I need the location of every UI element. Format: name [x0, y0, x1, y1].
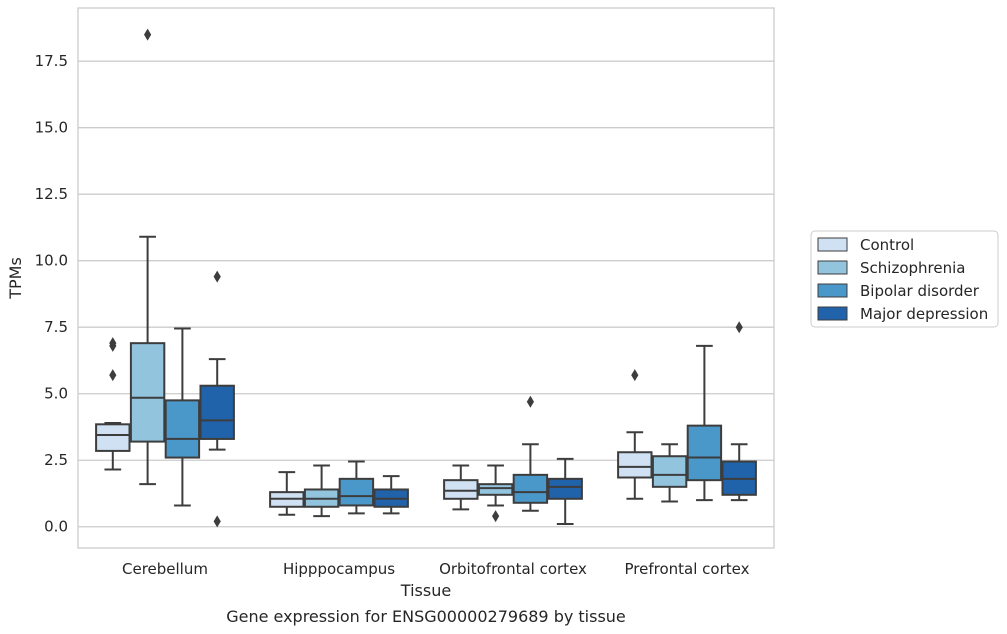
outlier-point — [213, 270, 221, 283]
box-iqr — [95, 423, 131, 452]
outlier-point — [144, 28, 152, 41]
x-tick-label: Prefrontal cortex — [625, 560, 750, 578]
outlier-point — [213, 515, 221, 528]
box-iqr — [338, 477, 375, 507]
box-schizophrenia — [303, 464, 340, 518]
y-gridlines — [78, 60, 774, 528]
legend-entry: Schizophrenia — [860, 259, 965, 277]
legend-swatch — [817, 306, 848, 321]
box-major-depression — [199, 270, 235, 528]
box-control — [95, 337, 131, 471]
box-iqr — [686, 424, 723, 482]
outlier-point — [631, 369, 639, 382]
y-tick-label: 5.0 — [44, 385, 68, 403]
y-tick-labels: 0.0 2.5 5.0 7.5 10.0 12.5 15.0 17.5 — [35, 52, 68, 536]
outlier-point — [109, 337, 117, 350]
x-tick-label: Hipppocampus — [283, 560, 395, 578]
box-control — [617, 369, 653, 500]
y-tick-label: 10.0 — [35, 252, 68, 270]
y-tick-label: 7.5 — [44, 318, 68, 336]
legend: Control Schizophrenia Bipolar disorder Majo… — [810, 230, 999, 328]
legend-entry: Bipolar disorder — [860, 282, 980, 300]
box-iqr — [617, 451, 653, 479]
legend-swatch — [817, 237, 848, 252]
box-iqr — [651, 455, 688, 488]
box-iqr — [477, 483, 514, 496]
box-schizophrenia — [477, 464, 514, 523]
x-tick-label: Cerebellum — [122, 560, 208, 578]
box-series — [95, 28, 757, 528]
box-bipolar-disorder — [338, 460, 375, 515]
y-tick-label: 12.5 — [35, 185, 68, 203]
x-tick-labels: Cerebellum Hipppocampus Orbitofrontal cort… — [122, 560, 750, 578]
box-bipolar-disorder — [512, 395, 549, 512]
box-major-depression — [721, 321, 757, 502]
legend-swatch — [817, 260, 848, 275]
y-tick-label: 0.0 — [44, 518, 68, 536]
box-control — [269, 471, 305, 516]
legend-frame — [810, 230, 999, 328]
x-tick-label: Orbitofrontal cortex — [439, 560, 587, 578]
box-schizophrenia — [651, 443, 688, 503]
outlier-point — [526, 395, 534, 408]
legend-entry: Major depression — [860, 305, 988, 323]
box-bipolar-disorder — [686, 344, 723, 502]
outlier-point — [492, 510, 500, 523]
outlier-point — [735, 321, 743, 334]
x-axis-label: Tissue — [400, 581, 451, 600]
box-schizophrenia — [129, 28, 166, 486]
box-iqr — [547, 477, 583, 500]
y-tick-label: 2.5 — [44, 451, 68, 469]
box-iqr — [443, 479, 479, 500]
box-iqr — [199, 384, 235, 440]
legend-swatch — [817, 283, 848, 298]
box-iqr — [164, 399, 201, 459]
box-iqr — [129, 342, 166, 443]
legend-entry: Control — [860, 236, 914, 254]
box-iqr — [512, 473, 549, 504]
box-bipolar-disorder — [164, 327, 201, 507]
y-tick-label: 17.5 — [35, 52, 68, 70]
box-control — [443, 464, 479, 511]
outlier-point — [109, 369, 117, 382]
y-axis-label: TPMs — [6, 257, 25, 300]
y-tick-label: 15.0 — [35, 119, 68, 137]
chart-caption: Gene expression for ENSG00000279689 by t… — [226, 607, 626, 626]
plot-frame — [77, 7, 775, 549]
box-major-depression — [373, 475, 409, 515]
box-major-depression — [547, 457, 583, 526]
